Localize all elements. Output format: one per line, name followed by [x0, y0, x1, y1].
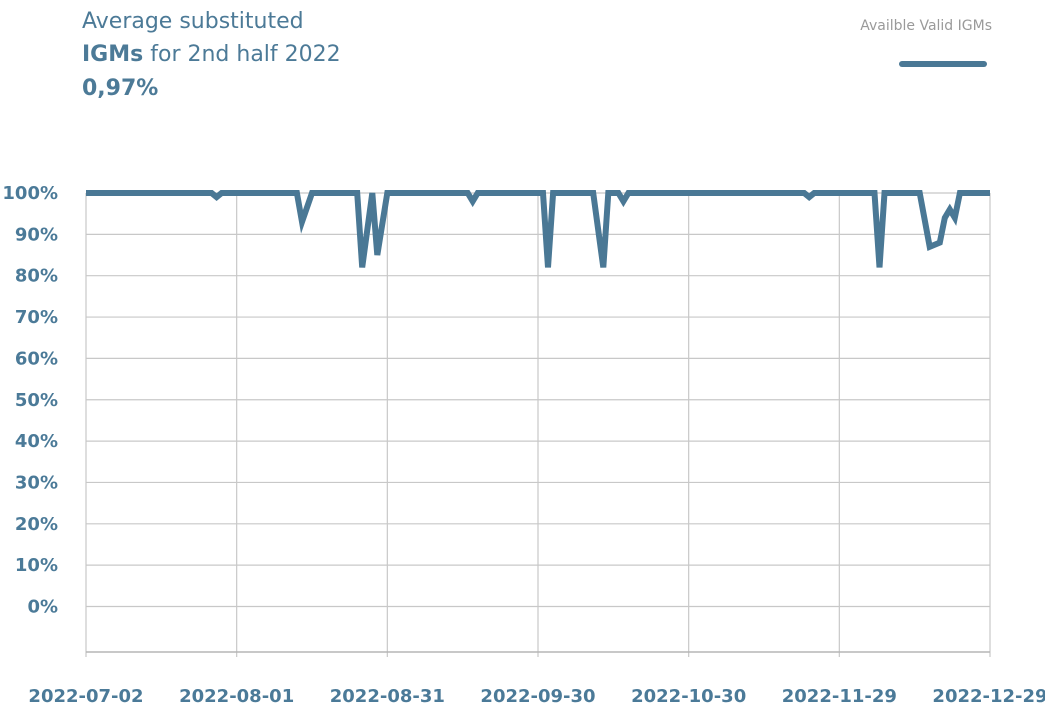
x-tick-label: 2022-12-29: [932, 686, 1045, 705]
data-line: [86, 190, 990, 268]
chart-title: IGMs: [82, 42, 143, 67]
y-tick-label: 60%: [15, 348, 58, 369]
y-tick-label: 40%: [15, 431, 58, 452]
x-tick-label: 2022-09-30: [480, 686, 595, 705]
chart-subtitle: 0,97%: [82, 76, 158, 101]
y-tick-label: 10%: [15, 555, 58, 576]
y-tick-label: 100%: [2, 183, 58, 204]
chart-title: Average substituted: [82, 9, 304, 34]
y-tick-label: 50%: [15, 390, 58, 411]
x-tick-label: 2022-07-02: [28, 686, 143, 705]
y-tick-label: 30%: [15, 472, 58, 493]
y-tick-label: 0%: [27, 597, 58, 618]
y-tick-label: 70%: [15, 307, 58, 328]
legend-label: Availble Valid IGMs: [860, 18, 992, 34]
y-tick-label: 90%: [15, 224, 58, 245]
x-tick-label: 2022-10-30: [631, 686, 746, 705]
x-tick-label: 2022-08-01: [179, 686, 294, 705]
chart-title: for 2nd half 2022: [150, 42, 340, 67]
x-tick-label: 2022-08-31: [330, 686, 445, 705]
x-tick-label: 2022-11-29: [782, 686, 897, 705]
y-tick-label: 80%: [15, 266, 58, 287]
y-tick-label: 20%: [15, 514, 58, 535]
chart-title: IGMs for 2nd half 2022: [82, 42, 341, 67]
